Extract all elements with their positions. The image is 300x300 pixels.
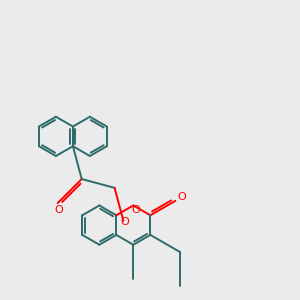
Text: O: O [120, 217, 129, 227]
Text: O: O [55, 205, 63, 215]
Text: O: O [132, 205, 140, 214]
Text: O: O [177, 192, 186, 203]
